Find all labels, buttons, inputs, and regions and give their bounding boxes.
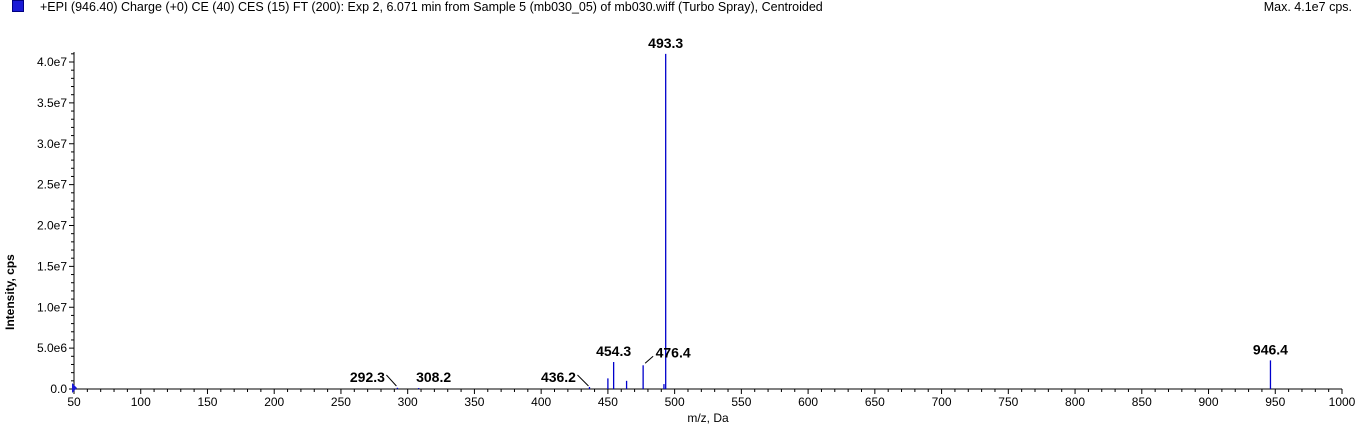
x-tick-label: 400 (531, 395, 551, 409)
x-tick-label: 700 (932, 395, 952, 409)
origin-marker (72, 383, 77, 393)
series-swatch (12, 0, 24, 12)
x-tick-label: 1000 (1329, 395, 1356, 409)
y-tick-label: 2.0e7 (37, 219, 67, 233)
label-leader-line (577, 374, 589, 387)
spectrum-title: +EPI (946.40) Charge (+0) CE (40) CES (1… (40, 0, 823, 14)
y-tick-label: 5.0e6 (37, 341, 67, 355)
peaks (396, 53, 1272, 389)
label-leader-line (644, 355, 654, 364)
x-tick-label: 550 (731, 395, 751, 409)
y-tick-label: 3.0e7 (37, 137, 67, 151)
x-tick-label: 50 (67, 395, 81, 409)
x-tick-label: 800 (1065, 395, 1085, 409)
peak-label: 493.3 (648, 35, 683, 51)
x-tick-label: 200 (264, 395, 284, 409)
peak-label: 292.3 (350, 369, 385, 385)
peak-annotations: 292.3 308.2 436.2 454.3 476.4 493.3 946.4 (350, 35, 1288, 387)
x-axis-label: m/z, Da (687, 411, 729, 425)
y-tick-label: 3.5e7 (37, 96, 67, 110)
x-tick-label: 850 (1132, 395, 1152, 409)
peak-label: 436.2 (541, 369, 576, 385)
y-tick-label: 1.5e7 (37, 259, 67, 273)
x-tick-label: 150 (197, 395, 217, 409)
x-tick-label: 950 (1265, 395, 1285, 409)
axes: 50 100 150 200 250 300 350 400 450 500 550 600 650 70… (37, 52, 1356, 409)
x-tick-label: 100 (131, 395, 151, 409)
x-tick-label: 350 (464, 395, 484, 409)
y-tick-label: 1.0e7 (37, 300, 67, 314)
max-intensity-label: Max. 4.1e7 cps. (1263, 0, 1352, 14)
x-tick-label: 650 (865, 395, 885, 409)
x-tick-label: 250 (331, 395, 351, 409)
peak-label: 308.2 (416, 369, 451, 385)
y-tick-label: 4.0e7 (37, 55, 67, 69)
x-tick-label: 900 (1199, 395, 1219, 409)
peak-label: 946.4 (1253, 341, 1288, 357)
y-tick-label: 2.5e7 (37, 178, 67, 192)
x-tick-label: 300 (398, 395, 418, 409)
peak-label: 476.4 (656, 344, 691, 360)
label-leader-line (386, 374, 397, 387)
y-tick-label: 0.0 (50, 382, 67, 396)
peak-label: 454.3 (596, 343, 631, 359)
x-tick-label: 750 (998, 395, 1018, 409)
x-tick-label: 500 (665, 395, 685, 409)
x-tick-label: 450 (598, 395, 618, 409)
x-tick-label: 600 (798, 395, 818, 409)
